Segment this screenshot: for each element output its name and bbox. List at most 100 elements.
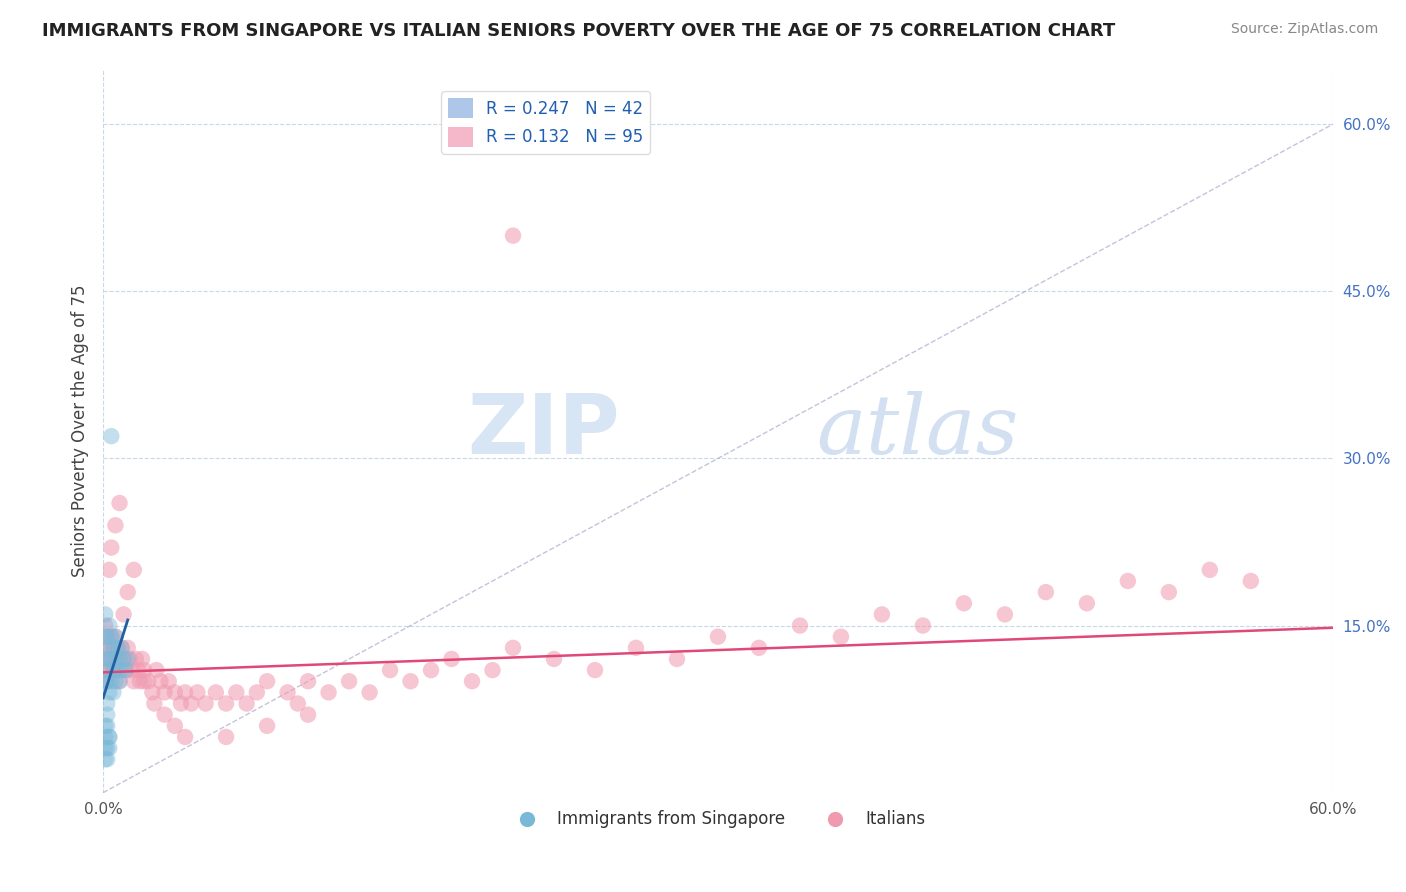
Point (94, 674, 117, 689)
Point (104, 652, 127, 666)
Point (235, 697, 257, 711)
Point (98, 730, 121, 744)
Point (149, 674, 172, 689)
Point (134, 663, 156, 677)
Point (114, 663, 136, 677)
Point (103, 640, 125, 655)
Point (624, 640, 647, 655)
Point (96, 674, 118, 689)
Point (98, 618, 121, 632)
Point (96, 652, 118, 666)
Point (103, 663, 125, 677)
Point (108, 496, 131, 510)
Point (131, 652, 153, 666)
Point (297, 674, 319, 689)
Point (104, 630, 127, 644)
Point (96, 652, 118, 666)
Point (707, 630, 730, 644)
Point (748, 640, 770, 655)
Point (100, 429, 122, 443)
Point (108, 674, 131, 689)
Point (246, 685, 269, 699)
Point (96, 752, 118, 766)
Point (100, 652, 122, 666)
Point (94, 640, 117, 655)
Point (107, 663, 129, 677)
Point (94, 607, 117, 622)
Point (96, 741, 118, 756)
Point (122, 563, 145, 577)
Point (399, 674, 422, 689)
Point (163, 685, 186, 699)
Point (180, 697, 202, 711)
Point (337, 674, 360, 689)
Point (215, 697, 238, 711)
Text: Source: ZipAtlas.com: Source: ZipAtlas.com (1230, 22, 1378, 37)
Point (110, 640, 132, 655)
Point (461, 674, 484, 689)
Point (118, 652, 141, 666)
Point (96, 719, 118, 733)
Point (583, 663, 606, 677)
Point (205, 685, 228, 699)
Point (186, 685, 208, 699)
Point (256, 674, 278, 689)
Point (104, 630, 127, 644)
Point (110, 640, 132, 655)
Point (665, 652, 688, 666)
Text: ZIP: ZIP (467, 390, 620, 471)
Point (194, 697, 217, 711)
Point (100, 630, 122, 644)
Point (104, 674, 127, 689)
Point (100, 541, 122, 555)
Point (127, 663, 149, 677)
Text: IMMIGRANTS FROM SINGAPORE VS ITALIAN SENIORS POVERTY OVER THE AGE OF 75 CORRELAT: IMMIGRANTS FROM SINGAPORE VS ITALIAN SEN… (42, 22, 1115, 40)
Point (117, 640, 139, 655)
Point (359, 685, 381, 699)
Point (129, 674, 152, 689)
Point (170, 697, 193, 711)
Point (94, 741, 117, 756)
Point (789, 618, 811, 632)
Point (174, 685, 197, 699)
Point (108, 652, 131, 666)
Point (1076, 596, 1098, 610)
Point (100, 674, 122, 689)
Point (94, 752, 117, 766)
Point (107, 640, 129, 655)
Point (481, 663, 503, 677)
Point (96, 707, 118, 722)
Point (153, 685, 176, 699)
Point (153, 707, 176, 722)
Point (96, 697, 118, 711)
Point (911, 618, 934, 632)
Point (143, 697, 166, 711)
Point (502, 640, 524, 655)
Point (96, 630, 118, 644)
Point (141, 685, 163, 699)
Point (174, 730, 197, 744)
Point (104, 518, 127, 533)
Point (94, 730, 117, 744)
Point (225, 685, 247, 699)
Point (94, 719, 117, 733)
Point (318, 685, 340, 699)
Point (420, 663, 443, 677)
Point (94, 630, 117, 644)
Point (994, 607, 1017, 622)
Point (830, 630, 852, 644)
Point (157, 674, 180, 689)
Point (112, 652, 135, 666)
Point (108, 674, 131, 689)
Point (107, 663, 129, 677)
Point (107, 640, 129, 655)
Point (117, 585, 139, 599)
Text: atlas: atlas (817, 391, 1019, 471)
Point (114, 663, 136, 677)
Point (94, 663, 117, 677)
Point (94, 618, 117, 632)
Point (117, 652, 139, 666)
Point (103, 685, 125, 699)
Point (870, 607, 893, 622)
Point (100, 652, 122, 666)
